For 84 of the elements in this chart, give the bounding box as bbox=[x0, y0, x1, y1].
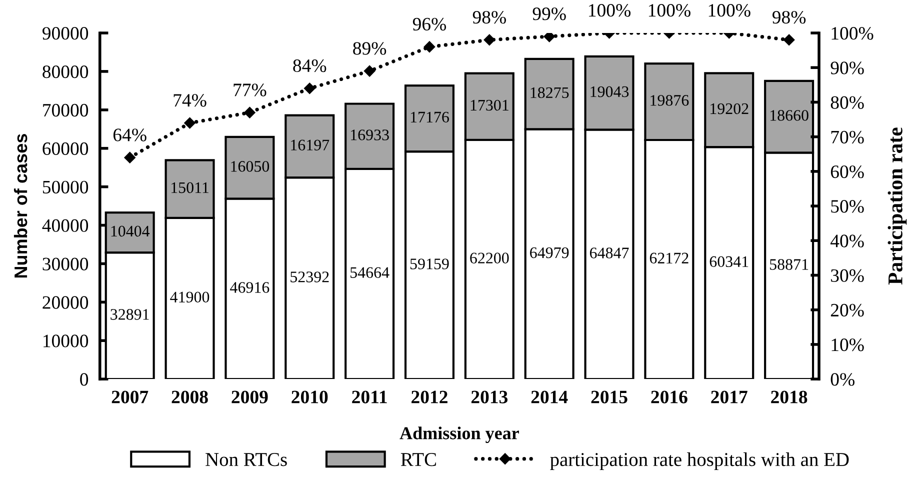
legend-label: RTC bbox=[400, 453, 436, 466]
y-axis-title: Number of cases bbox=[14, 134, 28, 278]
y-tick-label: 70000 bbox=[43, 104, 88, 117]
point bbox=[124, 152, 136, 164]
y-tick-label: 10000 bbox=[44, 334, 88, 348]
data-label: 100% bbox=[648, 4, 690, 17]
data-label: 77% bbox=[234, 84, 266, 96]
data-label: 74% bbox=[174, 94, 206, 107]
x-tick-label: 2015 bbox=[591, 390, 628, 404]
data-label: 17176 bbox=[410, 112, 449, 123]
x-tick-label: 2007 bbox=[112, 390, 148, 404]
data-label: 18275 bbox=[530, 87, 569, 98]
data-label: 62200 bbox=[470, 252, 509, 264]
data-label: 64847 bbox=[590, 248, 629, 258]
y2-tick-label: 20% bbox=[830, 304, 864, 317]
y-tick-label: 20000 bbox=[42, 296, 88, 309]
y-tick-label: 90000 bbox=[42, 27, 88, 40]
x-tick-label: 2010 bbox=[292, 390, 328, 404]
point bbox=[424, 41, 436, 52]
y-tick-label: 50000 bbox=[42, 180, 88, 194]
y-tick-label: 30000 bbox=[42, 258, 88, 270]
point bbox=[364, 65, 376, 77]
data-label: 15011 bbox=[172, 182, 208, 194]
y2-tick-label: 50% bbox=[831, 200, 864, 213]
point bbox=[544, 32, 555, 42]
data-label: 64% bbox=[113, 128, 146, 142]
data-label: 19043 bbox=[590, 86, 629, 98]
data-label: 84% bbox=[293, 59, 326, 72]
y-tick-label: 80000 bbox=[42, 65, 88, 78]
legend-label: participation rate hospitals with an ED bbox=[550, 452, 849, 470]
data-label: 32891 bbox=[110, 309, 149, 320]
data-label: 100% bbox=[589, 4, 630, 17]
data-label: 100% bbox=[708, 4, 750, 17]
x-tick-label: 2013 bbox=[471, 390, 508, 404]
point bbox=[484, 34, 496, 46]
legend-label: Non RTCs bbox=[206, 453, 287, 466]
x-tick-label: 2017 bbox=[711, 390, 748, 404]
x-tick-label: 2016 bbox=[651, 390, 688, 404]
data-label: 64979 bbox=[530, 247, 569, 258]
y2-tick-label: 80% bbox=[830, 96, 864, 109]
x-tick-label: 2011 bbox=[352, 390, 387, 404]
data-label: 54664 bbox=[350, 267, 390, 278]
x-tick-label: 2018 bbox=[771, 390, 808, 404]
y2-tick-label: 90% bbox=[830, 62, 864, 74]
data-label: 19202 bbox=[710, 103, 748, 114]
data-label: 18660 bbox=[770, 110, 808, 121]
x-tick-label: 2014 bbox=[531, 390, 568, 404]
data-label: 46916 bbox=[230, 282, 270, 293]
data-label: 41900 bbox=[170, 292, 210, 302]
y2-tick-label: 0% bbox=[830, 373, 854, 386]
y-tick-label: 0 bbox=[80, 373, 88, 386]
data-label: 99% bbox=[532, 7, 566, 20]
x-axis-title: Admission year bbox=[400, 426, 519, 444]
point bbox=[304, 82, 316, 94]
x-tick-label: 2012 bbox=[412, 390, 448, 404]
data-label: 62172 bbox=[650, 252, 688, 264]
y2-tick-label: 100% bbox=[832, 27, 874, 40]
x-tick-label: 2009 bbox=[232, 390, 268, 404]
data-label: 59159 bbox=[410, 258, 449, 270]
y-tick-label: 40000 bbox=[42, 219, 88, 232]
data-label: 16050 bbox=[231, 161, 270, 172]
data-label: 96% bbox=[412, 18, 446, 31]
y2-tick-label: 30% bbox=[831, 269, 864, 282]
data-label: 60341 bbox=[710, 256, 748, 268]
data-label: 16197 bbox=[291, 140, 330, 150]
y2-axis-title: Participation rate bbox=[888, 128, 907, 285]
data-label: 10404 bbox=[111, 226, 150, 237]
data-label: 16933 bbox=[350, 130, 389, 140]
data-label: 19876 bbox=[650, 94, 689, 106]
data-label: 89% bbox=[353, 42, 386, 55]
data-label: 17301 bbox=[470, 100, 508, 111]
y2-tick-label: 70% bbox=[831, 130, 864, 144]
point bbox=[244, 106, 256, 118]
point bbox=[184, 117, 196, 129]
point bbox=[783, 34, 795, 46]
y2-tick-label: 40% bbox=[830, 234, 864, 248]
y-tick-label: 60000 bbox=[42, 142, 88, 156]
x-tick-label: 2008 bbox=[172, 390, 208, 404]
y2-tick-label: 10% bbox=[832, 338, 864, 352]
data-label: 98% bbox=[772, 10, 806, 24]
data-label: 98% bbox=[472, 10, 506, 24]
y2-tick-label: 60% bbox=[830, 165, 864, 178]
data-label: 52392 bbox=[290, 272, 329, 282]
data-label: 58871 bbox=[770, 259, 808, 270]
